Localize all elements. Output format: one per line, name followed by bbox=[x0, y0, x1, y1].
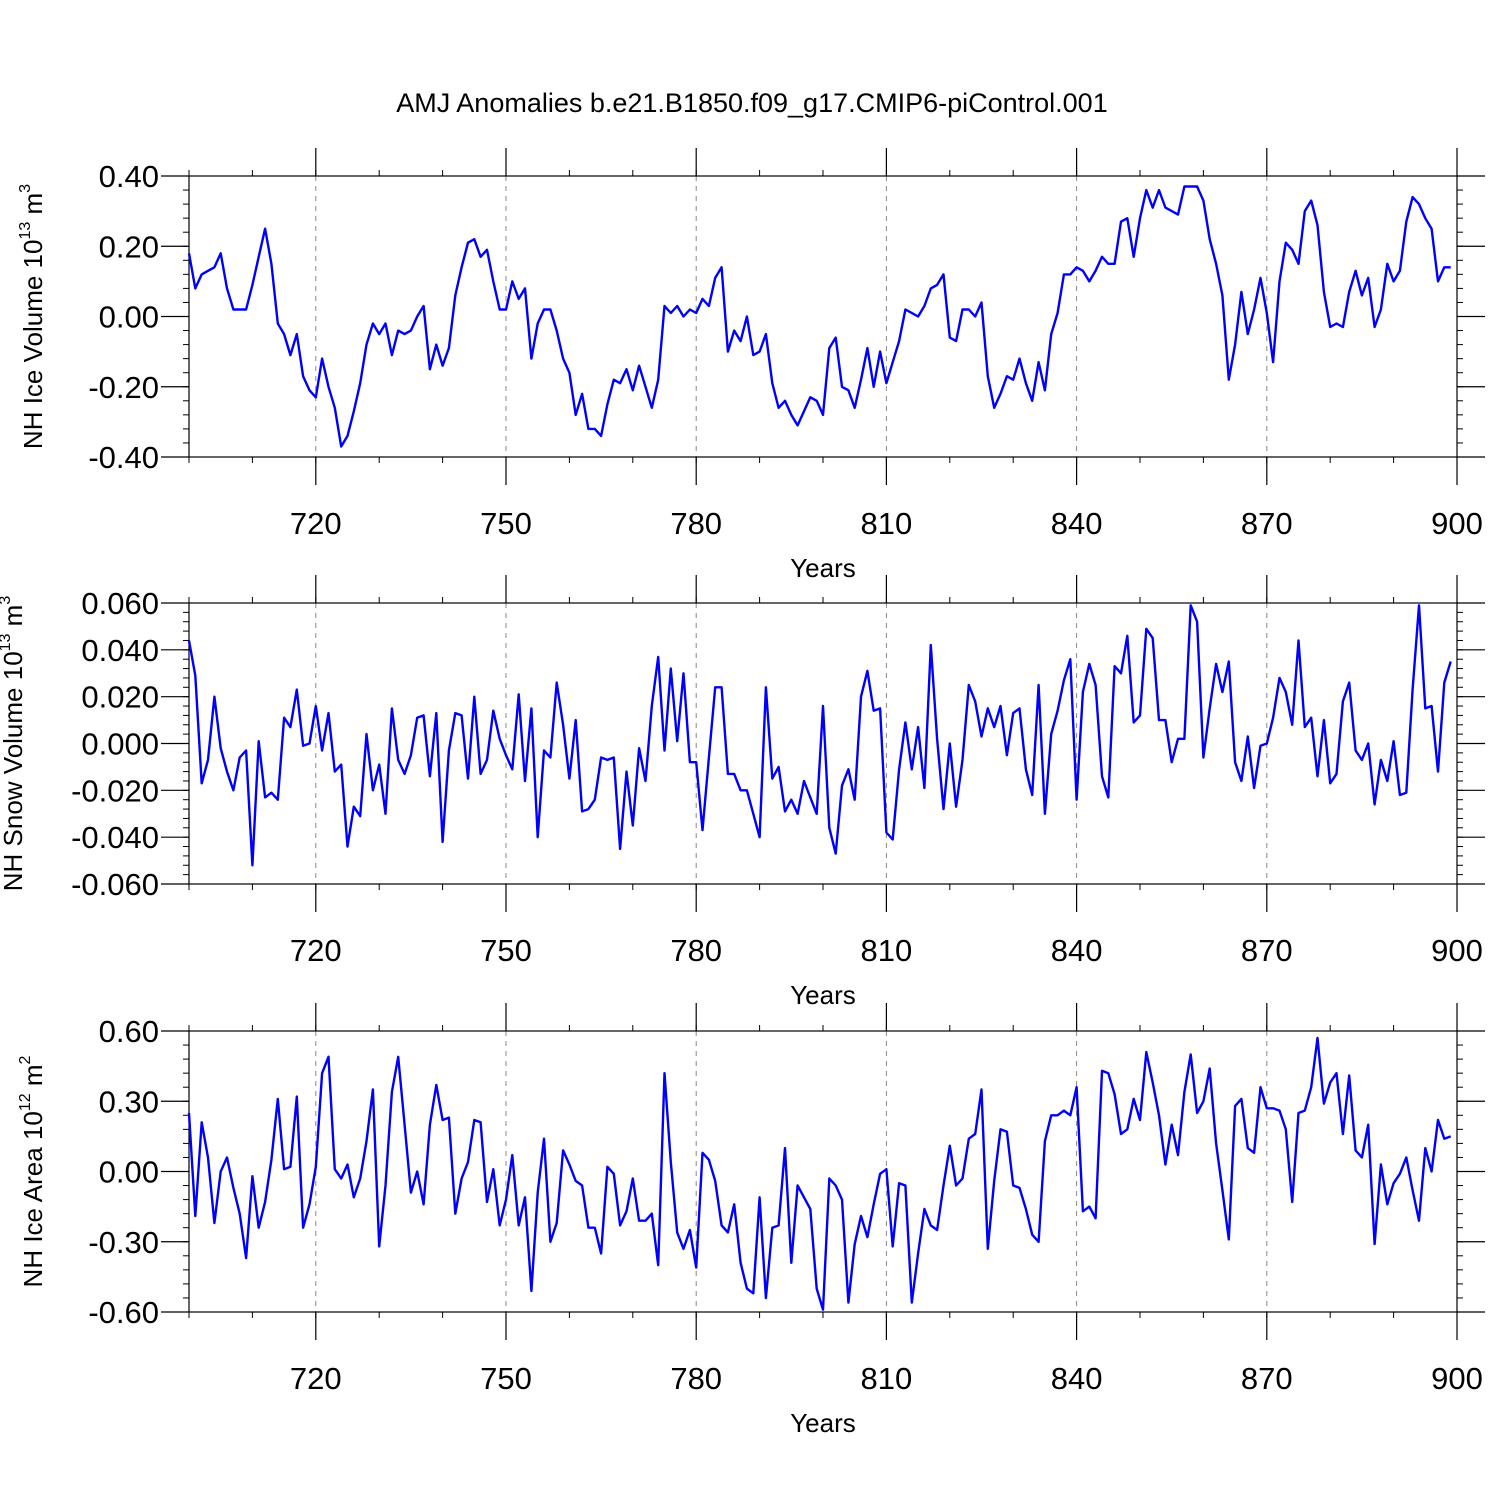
x-tick-label: 840 bbox=[1051, 1361, 1103, 1396]
y-tick-label: 0.40 bbox=[99, 159, 159, 194]
y-tick-label: 0.00 bbox=[99, 1155, 159, 1190]
y-tick-label: 0.000 bbox=[81, 727, 159, 762]
x-tick-label: 780 bbox=[670, 1361, 722, 1396]
y-tick-label: -0.20 bbox=[88, 370, 159, 405]
series-line bbox=[187, 1036, 1452, 1311]
y-tick-label: 0.60 bbox=[99, 1014, 159, 1049]
y-tick-label: 0.060 bbox=[81, 586, 159, 621]
x-tick-label: 870 bbox=[1241, 933, 1293, 968]
x-tick-label: 780 bbox=[670, 933, 722, 968]
x-tick-label: 720 bbox=[290, 506, 342, 541]
x-tick-label: 900 bbox=[1431, 1361, 1483, 1396]
x-tick-label: 810 bbox=[861, 1361, 913, 1396]
x-tick-label: 840 bbox=[1051, 506, 1103, 541]
x-tick-label: 900 bbox=[1431, 506, 1483, 541]
series-line bbox=[187, 185, 1451, 448]
plot-frame bbox=[188, 1030, 1458, 1313]
x-tick-label: 750 bbox=[480, 1361, 532, 1396]
x-axis-label: Years bbox=[790, 1408, 856, 1438]
chart-panel-1: -0.40 -0.20 0.00 0.20 0.40 720 750 780 810 840 870… bbox=[17, 148, 1485, 583]
plot-frame bbox=[188, 602, 1458, 885]
x-tick-label: 900 bbox=[1431, 933, 1483, 968]
y-tick-label: -0.40 bbox=[88, 440, 159, 475]
y-axis-label: NH Ice Area 1012 m2 bbox=[17, 1055, 48, 1287]
y-tick-label: -0.040 bbox=[71, 820, 159, 855]
y-tick-label: 0.00 bbox=[99, 300, 159, 335]
x-tick-label: 810 bbox=[861, 506, 913, 541]
x-tick-label: 720 bbox=[290, 933, 342, 968]
y-tick-label: -0.020 bbox=[71, 773, 159, 808]
plot-frame bbox=[188, 175, 1458, 458]
y-tick-label: 0.020 bbox=[81, 680, 159, 715]
x-tick-label: 780 bbox=[670, 506, 722, 541]
x-tick-label: 750 bbox=[480, 933, 532, 968]
x-tick-label: 750 bbox=[480, 506, 532, 541]
chart-title: AMJ Anomalies b.e21.B1850.f09_g17.CMIP6-… bbox=[396, 88, 1107, 118]
y-tick-label: 0.040 bbox=[81, 633, 159, 668]
x-tick-label: 720 bbox=[290, 1361, 342, 1396]
y-tick-label: -0.60 bbox=[88, 1295, 159, 1330]
y-axis-label: NH Ice Volume 1013 m3 bbox=[17, 184, 48, 449]
x-tick-label: 870 bbox=[1241, 506, 1293, 541]
y-tick-label: 0.30 bbox=[99, 1084, 159, 1119]
series-line bbox=[187, 604, 1452, 867]
y-tick-label: -0.060 bbox=[71, 867, 159, 902]
chart-panel-3: -0.60 -0.30 0.00 0.30 0.60 720 750 780 810 840 870… bbox=[17, 1003, 1485, 1438]
x-tick-label: 840 bbox=[1051, 933, 1103, 968]
x-axis-label: Years bbox=[790, 980, 856, 1010]
chart-panels: -0.40 -0.20 0.00 0.20 0.40 720 750 780 810 840 870… bbox=[0, 148, 1485, 1438]
y-tick-label: -0.30 bbox=[88, 1225, 159, 1260]
y-axis-label: NH Snow Volume 1013 m3 bbox=[0, 596, 28, 892]
x-tick-label: 810 bbox=[861, 933, 913, 968]
chart-panel-2: -0.060 -0.040 -0.020 0.000 0.020 0.040 0.060 72… bbox=[0, 575, 1485, 1010]
x-tick-label: 870 bbox=[1241, 1361, 1293, 1396]
y-tick-label: 0.20 bbox=[99, 229, 159, 264]
x-axis-label: Years bbox=[790, 553, 856, 583]
